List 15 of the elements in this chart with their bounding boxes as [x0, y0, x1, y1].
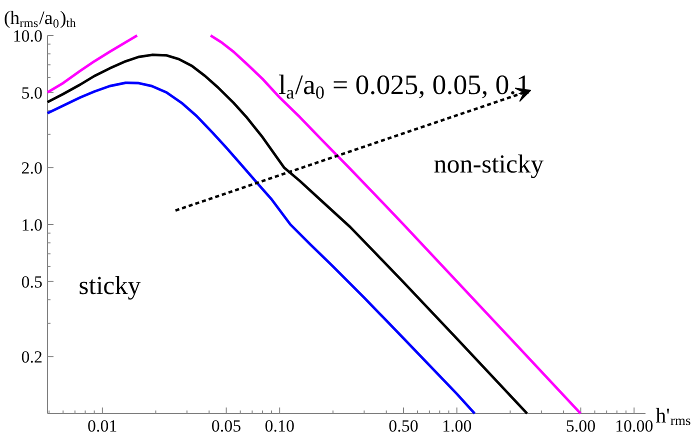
- y-tick-label: 10.0: [12, 26, 42, 46]
- x-tick-label: 0.01: [88, 416, 118, 436]
- annotation: non-sticky: [434, 150, 544, 179]
- x-tick-label: 5.00: [566, 416, 596, 436]
- annotation: sticky: [78, 271, 141, 300]
- x-tick-label: 10.00: [614, 416, 654, 436]
- x-tick-label: 0.10: [264, 416, 295, 436]
- x-tick-label: 1.00: [442, 416, 472, 436]
- y-tick-label: 0.5: [21, 272, 42, 292]
- y-tick-label: 0.2: [21, 348, 42, 367]
- y-tick-label: 5.0: [21, 83, 42, 102]
- x-tick-label: 0.05: [211, 416, 242, 436]
- y-tick-label: 2.0: [21, 158, 42, 178]
- x-tick-label: 0.50: [388, 416, 418, 436]
- y-tick-label: 1.0: [21, 216, 42, 234]
